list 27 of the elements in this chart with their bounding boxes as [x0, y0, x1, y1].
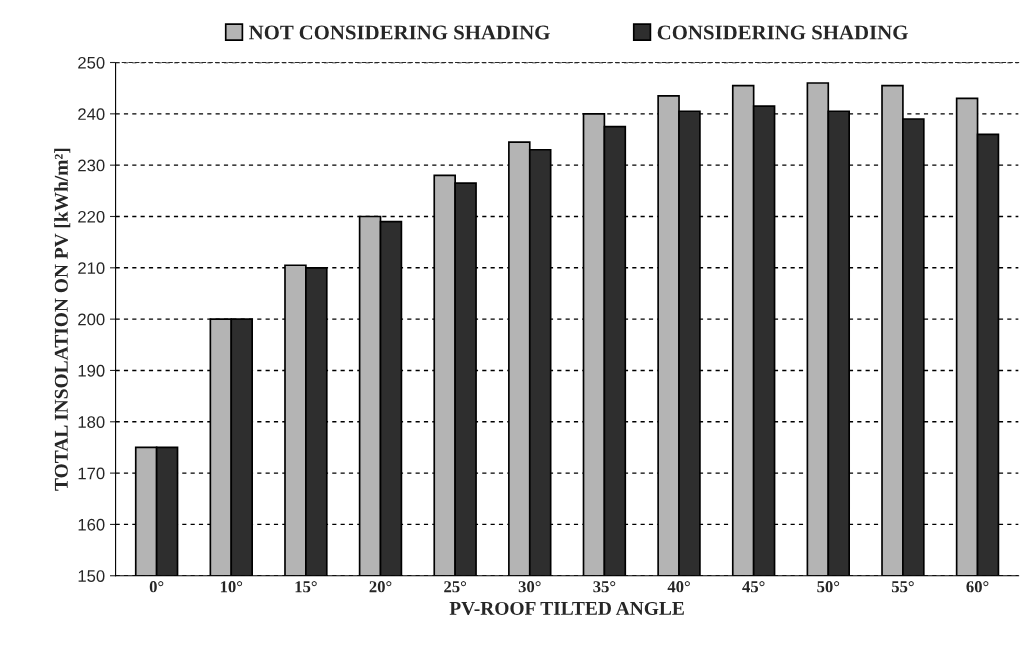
y-tick-label: 170: [78, 467, 105, 480]
x-tick-label: 25°: [444, 581, 466, 593]
x-tick-label: 35°: [593, 581, 616, 593]
y-tick-label: 220: [78, 210, 105, 223]
y-tick-label: 230: [78, 159, 105, 172]
x-tick-label: 10°: [220, 581, 243, 593]
x-tick-label: 45°: [742, 581, 765, 593]
x-tick-label: 55°: [891, 581, 914, 593]
y-tick-label: 210: [78, 262, 105, 275]
x-tick-label: 50°: [817, 581, 840, 593]
y-tick-label: 200: [78, 313, 105, 326]
y-tick-label: 150: [78, 570, 105, 582]
x-tick-label: 0°: [149, 581, 164, 593]
x-tick-label: 60°: [966, 581, 989, 593]
x-tick-label: 15°: [295, 581, 317, 593]
y-tick-label: 180: [78, 416, 105, 428]
y-tick-label: 240: [78, 108, 105, 121]
x-tick-label: 20°: [369, 581, 392, 593]
y-tick-label: 160: [78, 518, 105, 531]
y-tick-label: 250: [78, 56, 105, 69]
legend-label: NOT CONSIDERING SHADING: [249, 25, 550, 40]
x-tick-label: 30°: [518, 581, 541, 593]
legend-label: CONSIDERING SHADING: [657, 25, 908, 40]
x-tick-label: 40°: [667, 581, 690, 593]
y-axis-title: TOTAL INSOLATION ON PV [kWh/m²]: [54, 148, 71, 491]
x-axis-title: PV-ROOF TILTED ANGLE: [449, 601, 684, 616]
y-tick-label: 190: [78, 364, 105, 377]
